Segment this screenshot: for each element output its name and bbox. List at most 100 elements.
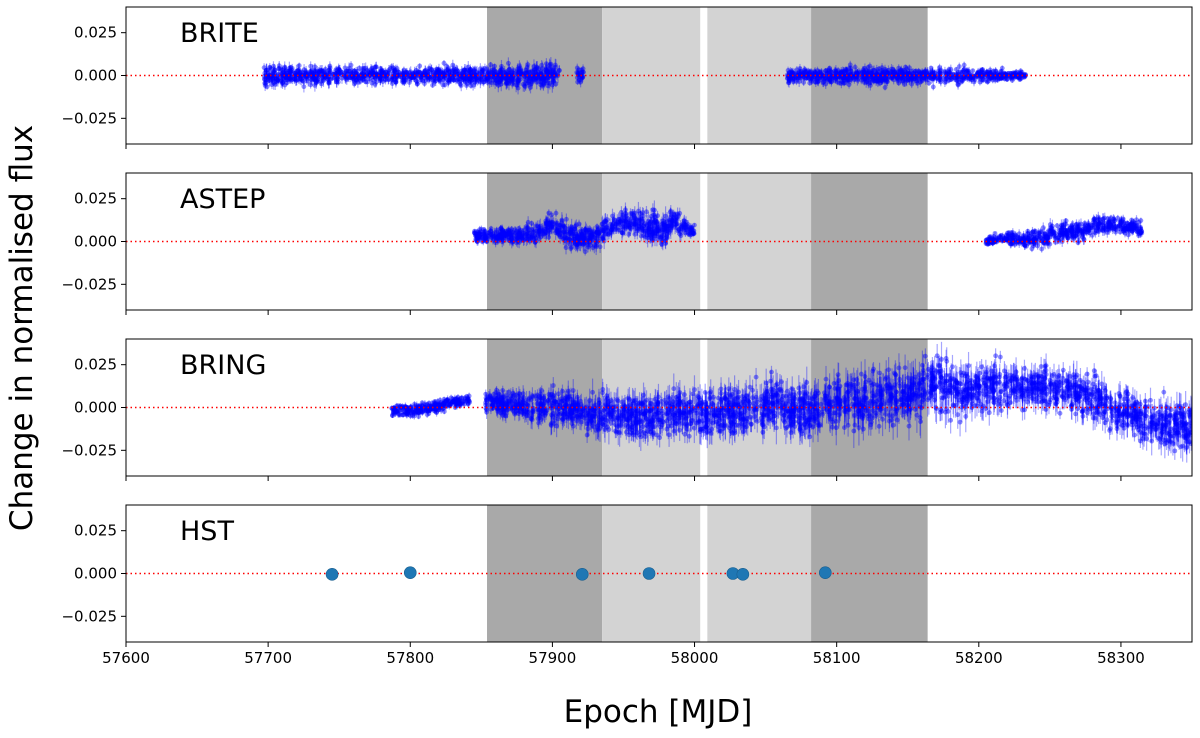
data-point — [578, 78, 583, 83]
data-point — [280, 67, 285, 72]
data-point — [937, 65, 942, 70]
data-point — [522, 83, 527, 88]
data-point — [825, 77, 830, 82]
data-point — [497, 77, 502, 82]
data-point — [280, 76, 285, 81]
data-point — [534, 65, 539, 70]
data-point — [309, 77, 314, 82]
data-point — [430, 83, 435, 88]
y-tick-label: −0.025 — [61, 109, 117, 127]
data-point — [466, 77, 471, 82]
data-point — [924, 72, 929, 77]
data-point — [575, 66, 580, 71]
data-point — [540, 77, 545, 82]
data-point — [931, 85, 936, 90]
data-point — [538, 82, 543, 87]
data-point — [904, 77, 909, 82]
data-point — [369, 67, 374, 72]
panel-label: BRITE — [180, 18, 259, 49]
x-axis-title: Epoch [MJD] — [564, 694, 753, 730]
data-point — [378, 78, 383, 83]
data-point — [297, 63, 302, 68]
data-point — [795, 76, 800, 81]
data-point — [848, 66, 853, 71]
data-point — [920, 71, 925, 76]
data-point — [438, 70, 443, 75]
data-point — [288, 76, 293, 81]
data-point — [352, 82, 357, 87]
data-point — [787, 76, 792, 81]
data-point — [909, 82, 914, 87]
data-point — [1010, 74, 1015, 79]
data-point — [491, 78, 496, 83]
data-point — [362, 66, 367, 71]
data-point — [551, 78, 556, 83]
data-point — [621, 231, 626, 236]
data-point — [392, 68, 397, 73]
data-point — [415, 81, 420, 86]
data-point — [441, 82, 446, 87]
data-point — [288, 65, 293, 70]
data-point — [564, 217, 569, 222]
data-point — [265, 84, 270, 89]
data-point — [877, 66, 882, 71]
data-point — [275, 78, 280, 83]
data-point — [426, 69, 431, 74]
y-tick-label: 0.025 — [74, 24, 117, 42]
data-point — [890, 67, 895, 72]
data-point — [553, 65, 558, 70]
data-point — [422, 81, 427, 86]
data-point — [417, 64, 422, 69]
data-point — [379, 68, 384, 73]
data-point — [840, 69, 845, 74]
data-point — [980, 67, 985, 72]
data-point — [350, 68, 355, 73]
y-axis-title: Change in normalised flux — [4, 125, 40, 531]
data-point — [386, 77, 391, 82]
data-point — [557, 68, 562, 73]
data-point — [961, 68, 966, 73]
data-point — [473, 77, 478, 82]
data-point — [829, 70, 834, 75]
data-point — [942, 80, 947, 85]
data-point — [804, 69, 809, 74]
data-point — [389, 64, 394, 69]
data-point — [404, 70, 409, 75]
data-point — [374, 64, 379, 69]
data-point — [979, 78, 984, 83]
data-point — [461, 76, 466, 81]
data-point — [382, 74, 387, 79]
data-point — [610, 214, 615, 219]
data-point — [985, 70, 990, 75]
data-point — [807, 76, 812, 81]
data-point — [329, 77, 334, 82]
data-point — [485, 77, 490, 82]
y-tick-label: 0.000 — [74, 67, 117, 85]
data-point — [277, 63, 282, 68]
data-point — [870, 72, 875, 77]
data-point — [321, 77, 326, 82]
data-point — [334, 80, 339, 85]
data-point — [840, 79, 845, 84]
data-point — [507, 81, 512, 86]
shaded-region-light — [707, 173, 811, 310]
data-point — [530, 70, 535, 75]
data-point — [801, 80, 806, 85]
data-point — [315, 76, 320, 81]
data-point — [447, 77, 452, 82]
data-point — [525, 62, 530, 67]
data-point — [517, 63, 522, 68]
data-point — [853, 65, 858, 70]
data-point — [866, 65, 871, 70]
data-point — [956, 72, 961, 77]
data-point — [526, 220, 531, 225]
data-point — [308, 72, 313, 77]
data-point — [692, 223, 697, 228]
data-point — [526, 79, 531, 84]
data-point — [956, 82, 961, 87]
data-point — [531, 77, 536, 82]
data-point — [975, 72, 980, 77]
